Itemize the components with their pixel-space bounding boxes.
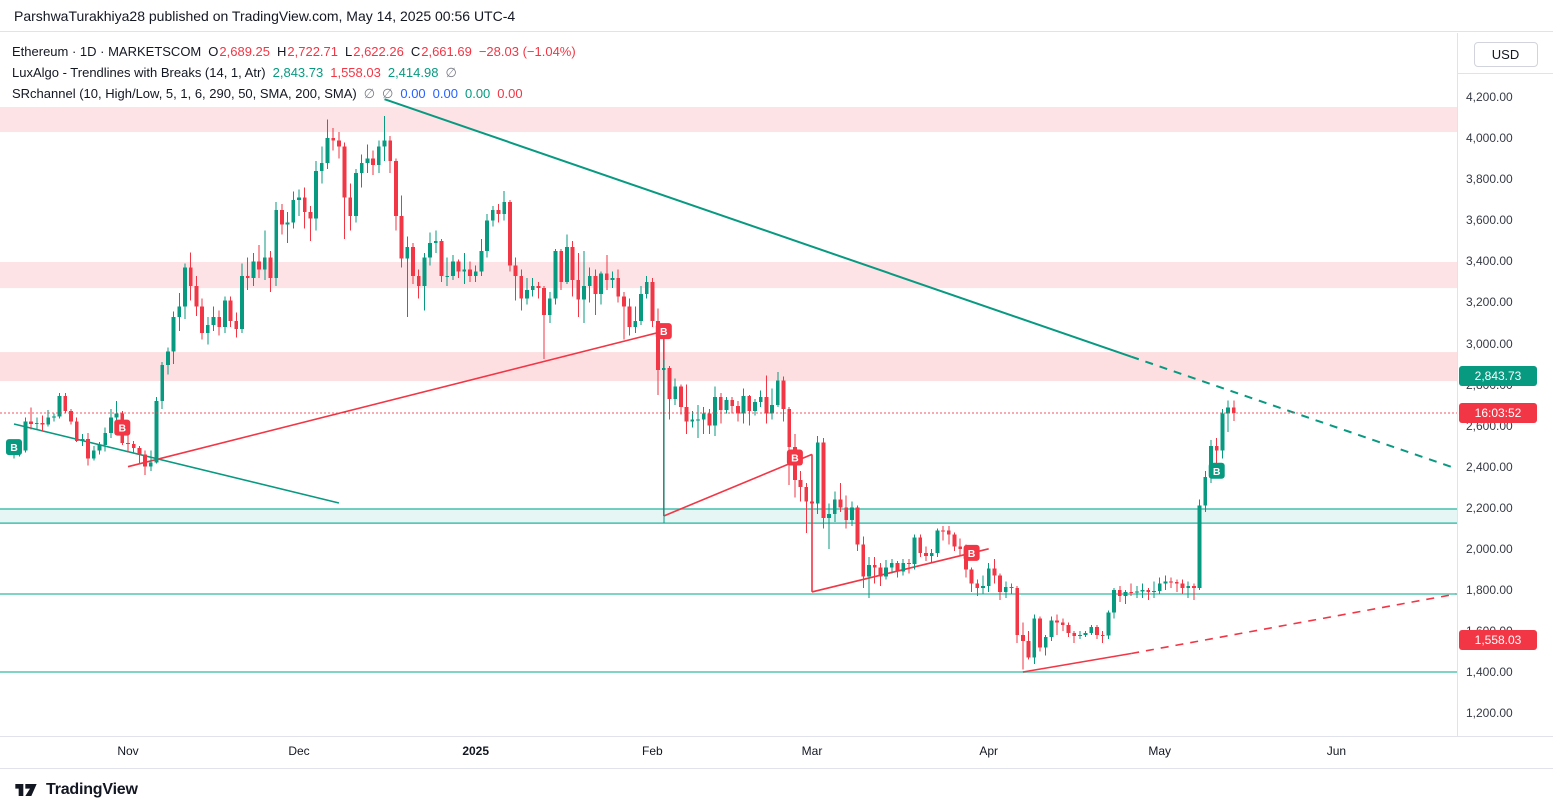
break-marker xyxy=(114,419,131,436)
ohlc-value: 2,722.71 xyxy=(287,44,338,59)
legend-luxalgo-row[interactable]: LuxAlgo - Trendlines with Breaks (14, 1,… xyxy=(12,62,576,83)
time-axis-label: Apr xyxy=(979,744,999,758)
tradingview-brand-text[interactable]: TradingView xyxy=(46,780,138,798)
ohlc-label: L xyxy=(345,44,353,59)
legend-value: 2,843.73 xyxy=(272,65,324,80)
ohlc-value: 2,689.25 xyxy=(219,44,270,59)
svg-text:B: B xyxy=(119,423,127,435)
price-axis-label: 3,600.00 xyxy=(1466,213,1513,228)
price-badge: 1,558.03 xyxy=(1459,629,1537,650)
publish-header-bar: ParshwaTurakhiya28 published on TradingV… xyxy=(0,0,1553,32)
price-axis[interactable]: USD 4,200.00 4,000.00 3,800.00 3,600.00 3,40… xyxy=(1457,33,1553,736)
tradingview-logo-icon[interactable] xyxy=(14,779,38,801)
time-axis-label: May xyxy=(1148,744,1172,758)
price-axis-label: 1,400.00 xyxy=(1466,664,1513,679)
price-axis-label: 3,800.00 xyxy=(1466,172,1513,187)
legend-value: 2,414.98 xyxy=(387,65,439,80)
break-marker xyxy=(1208,462,1225,479)
break-marker xyxy=(6,439,22,456)
price-badge: 16:03:52 xyxy=(1459,402,1537,423)
svg-text:B: B xyxy=(10,442,18,454)
time-axis-label: Dec xyxy=(288,744,310,758)
ohlc-value: 2,622.26 xyxy=(353,44,404,59)
chart-canvas[interactable]: B B B B B B xyxy=(0,33,1457,736)
ohlc-value: 2,661.69 xyxy=(421,44,472,59)
break-marker xyxy=(655,323,672,340)
svg-text:B: B xyxy=(1213,466,1221,478)
candles-layer xyxy=(12,116,1236,670)
price-axis-label: 2,000.00 xyxy=(1466,541,1513,556)
luxalgo-indicator-title: LuxAlgo - Trendlines with Breaks (14, 1,… xyxy=(12,65,266,80)
legend-value: ∅ xyxy=(382,86,394,101)
price-axis-label: 4,000.00 xyxy=(1466,131,1513,146)
price-axis-label: 3,000.00 xyxy=(1466,336,1513,351)
price-axis-label: 4,200.00 xyxy=(1466,90,1513,105)
publish-header-text: ParshwaTurakhiya28 published on TradingV… xyxy=(14,7,516,24)
time-axis-label: Nov xyxy=(117,744,139,758)
legend-value: 1,558.03 xyxy=(330,65,381,80)
ohlc-label: H xyxy=(277,44,287,59)
trendlines-layer xyxy=(13,98,1457,673)
price-axis-label: 1,200.00 xyxy=(1466,706,1513,721)
time-axis-label: Jun xyxy=(1326,744,1347,758)
time-axis[interactable]: Nov Dec 2025 Feb Mar Apr May Jun xyxy=(0,736,1553,769)
legend-value: 0.00 xyxy=(432,86,458,101)
ohlc-label: O xyxy=(208,44,219,59)
ohlc-label: C xyxy=(410,44,421,59)
legend-value: 0.00 xyxy=(400,86,426,101)
price-axis-label: 2,200.00 xyxy=(1466,500,1513,515)
change-value: −28.03 (−1.04%) xyxy=(478,44,576,59)
time-axis-label: Feb xyxy=(642,744,663,758)
time-axis-label: Mar xyxy=(801,744,823,758)
legend-srchannel-row[interactable]: SRchannel (10, High/Low, 5, 1, 6, 290, 5… xyxy=(12,83,576,104)
srchannel-values: ∅ ∅ 0.00 0.00 0.00 0.00 xyxy=(357,86,523,101)
symbol-ohlc-values: O2,689.25 H2,722.71 L2,622.26 C2,661.69 −28.… xyxy=(201,44,575,59)
svg-text:B: B xyxy=(791,452,799,464)
luxalgo-values: 2,843.73 1,558.03 2,414.98 ∅ xyxy=(266,65,457,80)
legend-value: 0.00 xyxy=(497,86,523,101)
svg-text:B: B xyxy=(968,548,976,560)
legend-value: ∅ xyxy=(445,65,457,80)
price-axis-label: 3,400.00 xyxy=(1466,254,1513,269)
price-badge: 2,843.73 xyxy=(1459,365,1537,386)
break-marker xyxy=(963,544,980,561)
price-axis-label: 2,400.00 xyxy=(1466,459,1513,474)
break-marker xyxy=(786,449,803,466)
price-axis-divider xyxy=(1458,73,1553,74)
sr-zones-layer xyxy=(0,106,1457,673)
break-markers-layer: B B B B B B xyxy=(6,323,1225,561)
time-axis-label: 2025 xyxy=(462,744,490,758)
svg-text:B: B xyxy=(660,326,668,338)
price-axis-label: 1,800.00 xyxy=(1466,582,1513,597)
symbol-title: Ethereum · 1D · MARKETSCOM xyxy=(12,44,202,59)
chart-legend: Ethereum · 1D · MARKETSCOM O2,689.25 H2,72… xyxy=(12,41,576,104)
currency-toggle-button[interactable]: USD xyxy=(1473,42,1538,67)
srchannel-indicator-title: SRchannel (10, High/Low, 5, 1, 6, 290, 5… xyxy=(12,86,357,101)
legend-value: ∅ xyxy=(363,86,376,101)
legend-symbol-row[interactable]: Ethereum · 1D · MARKETSCOM O2,689.25 H2,72… xyxy=(12,41,576,62)
price-axis-label: 3,200.00 xyxy=(1466,295,1513,310)
footer-bar: TradingView xyxy=(0,768,1553,810)
legend-value: 0.00 xyxy=(464,86,491,101)
